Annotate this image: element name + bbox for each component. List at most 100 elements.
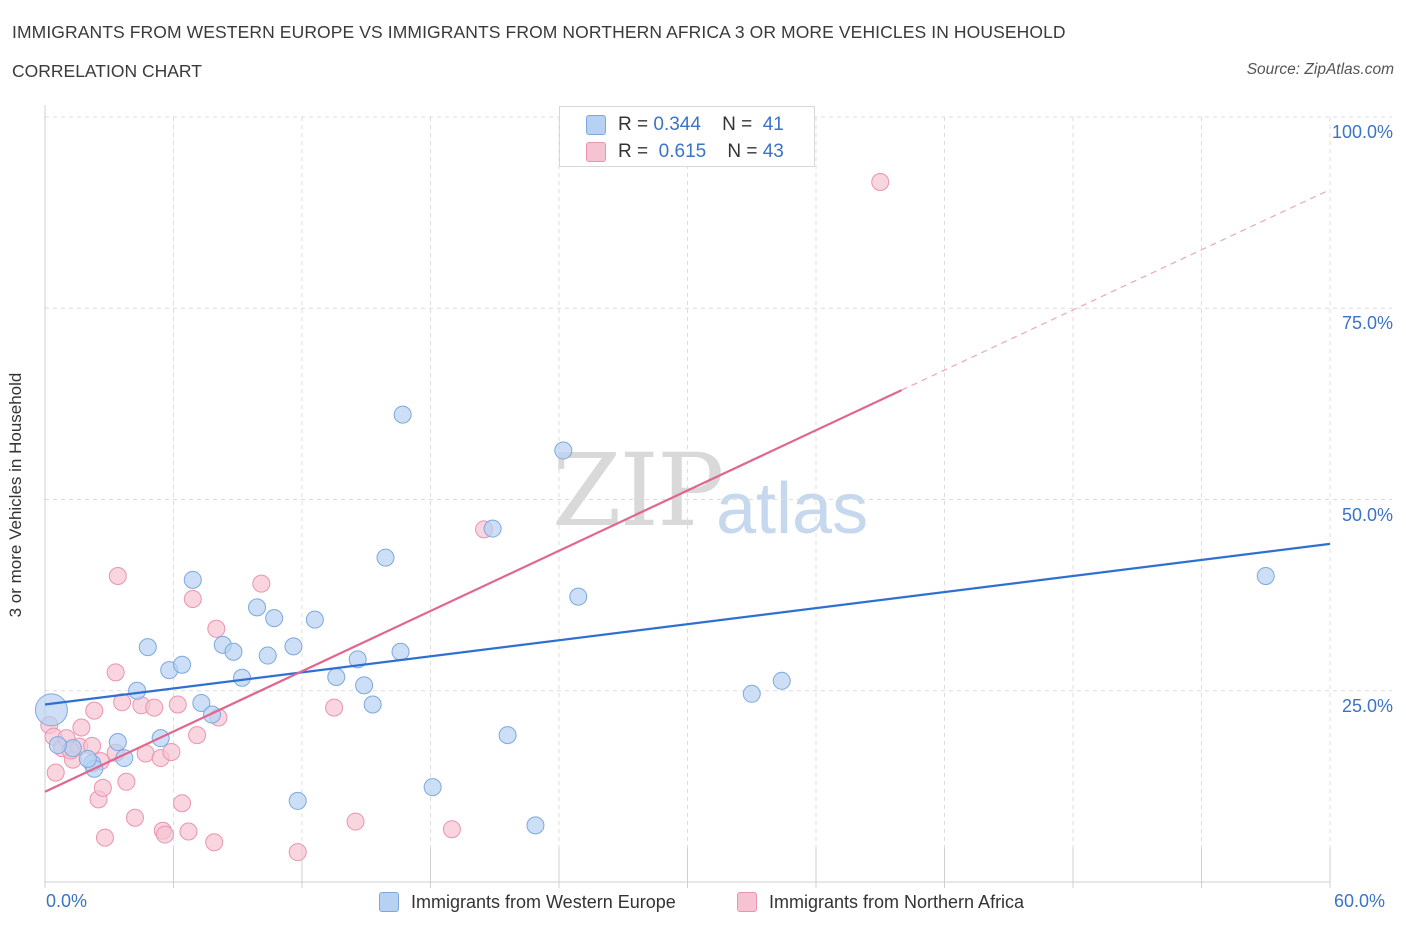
point-western-europe [355, 676, 374, 695]
trendline-northern-africa [44, 389, 903, 793]
trendline-western-europe [44, 542, 1331, 706]
point-western-europe [48, 736, 67, 755]
point-western-europe [742, 684, 761, 703]
bottom-legend-northern-africa: Immigrants from Northern Africa [737, 889, 1024, 915]
grid-lines [45, 116, 1392, 882]
point-western-europe [265, 609, 284, 628]
chart-subtitle: CORRELATION CHART [12, 61, 202, 81]
point-northern-africa [325, 698, 344, 717]
point-northern-africa [145, 698, 164, 717]
point-northern-africa [179, 822, 198, 841]
point-northern-africa [46, 763, 65, 782]
point-western-europe [569, 587, 588, 606]
point-western-europe [391, 642, 410, 661]
legend-n-value: 43 [762, 141, 784, 162]
y-tick-label: 50.0% [1341, 504, 1393, 525]
point-western-europe [78, 749, 97, 768]
point-northern-africa [155, 825, 174, 844]
point-western-europe [34, 693, 68, 727]
y-tick-label: 100.0% [1331, 122, 1393, 142]
watermark-zip: ZIP [552, 432, 724, 549]
point-western-europe [772, 671, 791, 690]
x-tick-label-max: 60.0% [1334, 891, 1386, 911]
point-northern-africa [252, 574, 271, 593]
bottom-legend-label: Immigrants from Northern Africa [769, 891, 1025, 912]
point-western-europe [173, 655, 192, 674]
correlation-legend: R = 0.344 N = 41 R = 0.615 N = 43 [559, 106, 815, 167]
point-western-europe [183, 570, 202, 589]
bottom-legend-swatch-blue [379, 892, 399, 912]
point-western-europe [423, 778, 442, 797]
y-axis-label: 3 or more Vehicles in Household [6, 372, 25, 618]
point-western-europe [138, 638, 157, 657]
trendline-northern-africa-extension [901, 189, 1331, 391]
bottom-legend-label: Immigrants from Western Europe [411, 891, 676, 912]
point-western-europe [1256, 567, 1275, 585]
legend-r-value: 0.615 [658, 141, 707, 162]
point-northern-africa [871, 173, 890, 192]
x-tick-label-min: 0.0% [46, 891, 88, 911]
point-northern-africa [168, 695, 187, 714]
y-tick-label: 75.0% [1341, 313, 1393, 334]
point-western-europe [305, 610, 324, 629]
legend-r-label: R = [618, 141, 649, 162]
series-western-europe-points [34, 405, 1275, 835]
point-western-europe [498, 726, 517, 745]
point-western-europe [233, 668, 252, 687]
point-northern-africa [207, 619, 226, 638]
point-northern-africa [113, 693, 132, 712]
point-northern-africa [205, 833, 224, 852]
point-western-europe [554, 441, 573, 460]
legend-swatch-pink [586, 142, 606, 162]
point-western-europe [248, 598, 267, 617]
point-northern-africa [106, 663, 125, 682]
point-northern-africa [117, 772, 136, 791]
series-northern-africa-points [40, 173, 890, 862]
legend-n-value: 41 [762, 114, 784, 135]
legend-r-label: R = [618, 114, 649, 135]
legend-row-northern-africa: R = 0.615 N = 43 [586, 139, 784, 165]
legend-swatch-blue [586, 115, 606, 135]
point-northern-africa [85, 701, 104, 720]
point-western-europe [108, 733, 127, 752]
legend-n-label: N = [727, 141, 758, 162]
bottom-legend-western-europe: Immigrants from Western Europe [379, 889, 676, 915]
point-western-europe [192, 693, 211, 712]
y-tick-label: 25.0% [1341, 695, 1393, 716]
point-western-europe [284, 637, 303, 656]
source-credit: Source: ZipAtlas.com [1246, 61, 1394, 78]
point-northern-africa [183, 589, 202, 608]
point-northern-africa [125, 808, 144, 827]
point-western-europe [363, 695, 382, 714]
point-western-europe [258, 646, 277, 665]
point-western-europe [224, 642, 243, 661]
point-western-europe [393, 405, 412, 424]
point-northern-africa [188, 726, 207, 745]
point-northern-africa [442, 820, 461, 839]
point-northern-africa [288, 843, 307, 862]
point-northern-africa [173, 794, 192, 813]
point-western-europe [483, 519, 502, 538]
legend-n-label: N = [722, 114, 753, 135]
point-western-europe [327, 667, 346, 686]
legend-row-western-europe: R = 0.344 N = 41 [586, 112, 784, 138]
point-western-europe [288, 791, 307, 810]
legend-r-value: 0.344 [653, 114, 701, 135]
chart-title: IMMIGRANTS FROM WESTERN EUROPE VS IMMIGR… [12, 22, 1066, 42]
point-northern-africa [108, 567, 127, 585]
point-northern-africa [346, 812, 365, 831]
point-northern-africa [72, 718, 91, 737]
point-western-europe [63, 739, 82, 758]
point-western-europe [526, 816, 545, 835]
point-western-europe [376, 548, 395, 567]
point-western-europe [348, 650, 367, 669]
point-western-europe [128, 681, 147, 700]
point-northern-africa [93, 778, 112, 797]
point-northern-africa [162, 742, 181, 761]
axes [44, 105, 1331, 888]
trend-lines [44, 189, 1331, 793]
point-northern-africa [95, 828, 114, 847]
bottom-legend-swatch-pink [737, 892, 757, 912]
watermark-atlas: atlas [716, 469, 869, 549]
